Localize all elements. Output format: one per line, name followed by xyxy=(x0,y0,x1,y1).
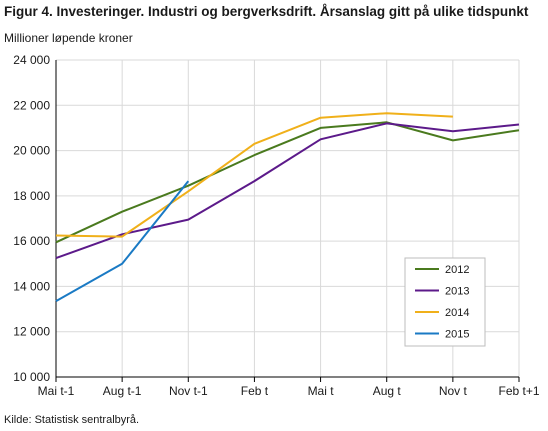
y-tick-label: 18 000 xyxy=(13,189,50,203)
chart-title: Figur 4. Investeringer. Industri og berg… xyxy=(4,4,529,19)
series-line-2013 xyxy=(55,122,520,260)
y-tick-label: 12 000 xyxy=(13,325,50,339)
x-tick-label: Aug t-1 xyxy=(103,384,142,398)
x-tick-label: Aug t xyxy=(373,384,402,398)
x-tick-label: Mai t xyxy=(308,384,335,398)
legend-box xyxy=(404,257,486,347)
y-tick-label: 22 000 xyxy=(13,98,50,112)
x-tick-label: Nov t xyxy=(439,384,468,398)
legend-label-2012: 2012 xyxy=(445,264,469,276)
x-tick-label: Feb t+1 xyxy=(498,384,539,398)
x-tick-label: Feb t xyxy=(241,384,269,398)
legend-label-2015: 2015 xyxy=(445,329,469,341)
chart-source: Kilde: Statistisk sentralbyrå. xyxy=(4,414,140,426)
y-tick-label: 10 000 xyxy=(13,370,50,384)
series-line-2014 xyxy=(55,112,453,238)
legend-label-2014: 2014 xyxy=(445,307,469,319)
series-line-2015 xyxy=(55,180,190,302)
y-tick-label: 20 000 xyxy=(13,144,50,158)
y-tick-label: 14 000 xyxy=(13,279,50,293)
x-tick-label: Mai t-1 xyxy=(38,384,75,398)
y-tick-label: 16 000 xyxy=(13,234,50,248)
y-axis-label: Millioner løpende kroner xyxy=(4,31,133,45)
y-tick-label: 24 000 xyxy=(13,53,50,67)
x-tick-label: Nov t-1 xyxy=(169,384,208,398)
legend-label-2013: 2013 xyxy=(445,286,469,298)
series-line-2012 xyxy=(55,121,520,244)
